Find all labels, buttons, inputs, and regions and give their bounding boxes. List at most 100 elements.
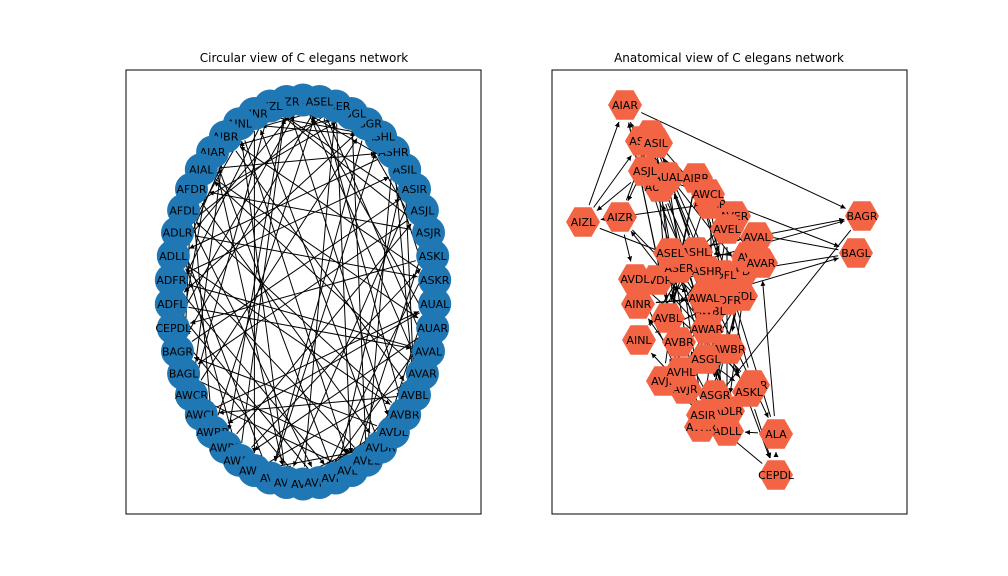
circular-view-node-marker xyxy=(418,287,452,321)
anatomical-view-node-ainl: AINL xyxy=(622,325,656,355)
anatomical-view-node-label: AINL xyxy=(626,334,652,347)
circular-view-edge xyxy=(329,341,423,469)
anatomical-view-edge xyxy=(760,280,775,417)
circular-view-node-marker xyxy=(303,85,336,118)
circular-view-node-label: AFDL xyxy=(169,204,198,217)
circular-view-edge xyxy=(217,118,316,416)
circular-view-edge xyxy=(187,265,391,405)
circular-view-nodes: ALAAIZRAIZLAINRAINLAIBRAIARAIALAFDRAFDLA… xyxy=(154,83,452,501)
circular-view-node-askr: ASKR xyxy=(418,263,452,297)
circular-view-edge xyxy=(293,204,408,467)
anatomical-view-node-marker xyxy=(603,202,637,232)
circular-view-edge xyxy=(326,271,426,468)
anatomical-view-node-marker xyxy=(740,222,774,252)
anatomical-view-node-awcl: AWCL xyxy=(691,179,725,209)
anatomical-view-node-avhl: AVHL xyxy=(664,357,698,387)
anatomical-view-node-label: ASKL xyxy=(735,386,764,399)
circular-view-node-adfl: ADFL xyxy=(154,287,188,321)
anatomical-view-node-avel: AVEL xyxy=(710,214,744,244)
anatomical-view-node-label: BAGL xyxy=(841,247,871,260)
anatomical-view-node-asil: ASIL xyxy=(639,128,673,158)
anatomical-view-node-aizr: AIZR xyxy=(603,202,637,232)
anatomical-view-node-aval: AVAL xyxy=(740,222,774,252)
anatomical-view-node-label: BAGR xyxy=(846,210,877,223)
circular-view-node-label: ASEL xyxy=(306,96,334,109)
anatomical-view-node-marker xyxy=(698,380,732,410)
anatomical-view-node-marker xyxy=(691,179,725,209)
anatomical-view-node-label: ALA xyxy=(765,428,787,441)
anatomical-view-node-askl: ASKL xyxy=(732,377,766,407)
circular-view-edge xyxy=(195,122,267,379)
circular-view-edge xyxy=(311,114,425,314)
circular-view-node-label: AVBR xyxy=(390,408,420,421)
circular-view-node-adfr: ADFR xyxy=(154,263,188,297)
anatomical-view-node-marker xyxy=(639,128,673,158)
anatomical-view-node-label: ASHR xyxy=(692,265,723,278)
anatomical-view-node-marker xyxy=(621,289,655,319)
anatomical-view-node-asgl: ASGL xyxy=(689,344,723,374)
anatomical-view-node-label: ASGL xyxy=(691,353,721,366)
circular-view-edge xyxy=(309,115,416,358)
circular-view-edge xyxy=(194,235,418,279)
anatomical-view-node-aizl: AIZL xyxy=(566,207,600,237)
circular-view-node-label: ADFR xyxy=(156,274,186,287)
anatomical-view-node-marker xyxy=(759,460,793,490)
anatomical-view-node-bagr: BAGR xyxy=(845,201,879,231)
circular-view-node-label: CEPDL xyxy=(155,322,192,335)
circular-view-edge xyxy=(207,401,337,464)
circular-view-edge xyxy=(208,190,412,230)
anatomical-view-node-asgr: ASGR xyxy=(698,380,732,410)
circular-view-node-label: ASIR xyxy=(402,183,428,196)
circular-view-edge xyxy=(251,268,421,448)
anatomical-view-node-label: AIZR xyxy=(607,211,633,224)
anatomical-view-edge xyxy=(623,234,633,262)
circular-view-node-label: AFDR xyxy=(177,183,207,196)
anatomical-view-node-label: AVDL xyxy=(621,273,651,286)
circular-view-edge xyxy=(196,221,393,403)
anatomical-view-node-marker xyxy=(653,238,687,268)
anatomical-view-node-label: AVAL xyxy=(743,231,771,244)
anatomical-view-node-label: CEPDL xyxy=(758,469,795,482)
anatomical-view-node-marker xyxy=(690,314,724,344)
circular-view-node-marker xyxy=(154,263,188,297)
circular-view-frame xyxy=(125,69,482,515)
anatomical-view-node-marker xyxy=(608,90,642,120)
circular-view-edge xyxy=(187,283,412,348)
anatomical-view-node-marker xyxy=(839,238,873,268)
anatomical-view-node-marker xyxy=(710,416,744,446)
circular-view-edge xyxy=(326,117,422,336)
circular-view-node-label: ADLR xyxy=(163,227,193,240)
circular-view-node-label: AUAL xyxy=(420,298,450,311)
anatomical-view-node-label: AWBR xyxy=(713,343,746,356)
anatomical-view-node-label: AVHL xyxy=(667,366,697,379)
circular-view-edge xyxy=(201,202,371,434)
anatomical-view-node-awar: AWAR xyxy=(690,314,724,344)
anatomical-view-node-label: ASGR xyxy=(700,389,731,402)
anatomical-view-node-marker xyxy=(687,283,721,313)
anatomical-view-node-avbr: AVBR xyxy=(662,327,696,357)
circular-view-edge xyxy=(253,337,419,451)
circular-view-node-label: AVAR xyxy=(408,368,437,381)
anatomical-view-node-label: ASEL xyxy=(656,247,684,260)
anatomical-view-edge xyxy=(593,155,632,208)
anatomical-view-edge xyxy=(641,112,846,209)
circular-view-node-label: ASKR xyxy=(420,274,450,287)
circular-view-edge xyxy=(181,114,295,314)
anatomical-view-node-bagl: BAGL xyxy=(839,238,873,268)
circular-view-node-marker xyxy=(154,287,188,321)
circular-view-edge xyxy=(197,219,409,365)
anatomical-view-edge xyxy=(596,182,632,211)
circular-view-edge xyxy=(273,140,363,462)
anatomical-view-node-avar: AVAR xyxy=(744,248,778,278)
circular-view-edge xyxy=(301,109,390,162)
circular-view-edge xyxy=(236,223,412,435)
circular-view-edge xyxy=(227,312,420,424)
anatomical-view-node-marker xyxy=(662,327,696,357)
anatomical-view-node-label: AIAR xyxy=(612,99,638,112)
anatomical-view-node-label: ASHL xyxy=(682,246,712,259)
circular-view-edges xyxy=(175,107,433,477)
circular-view-node-aual: AUAL xyxy=(418,287,452,321)
anatomical-view-node-awal: AWAL xyxy=(687,283,721,313)
anatomical-view-node-marker xyxy=(664,357,698,387)
anatomical-view-node-label: ASIR xyxy=(690,409,716,422)
